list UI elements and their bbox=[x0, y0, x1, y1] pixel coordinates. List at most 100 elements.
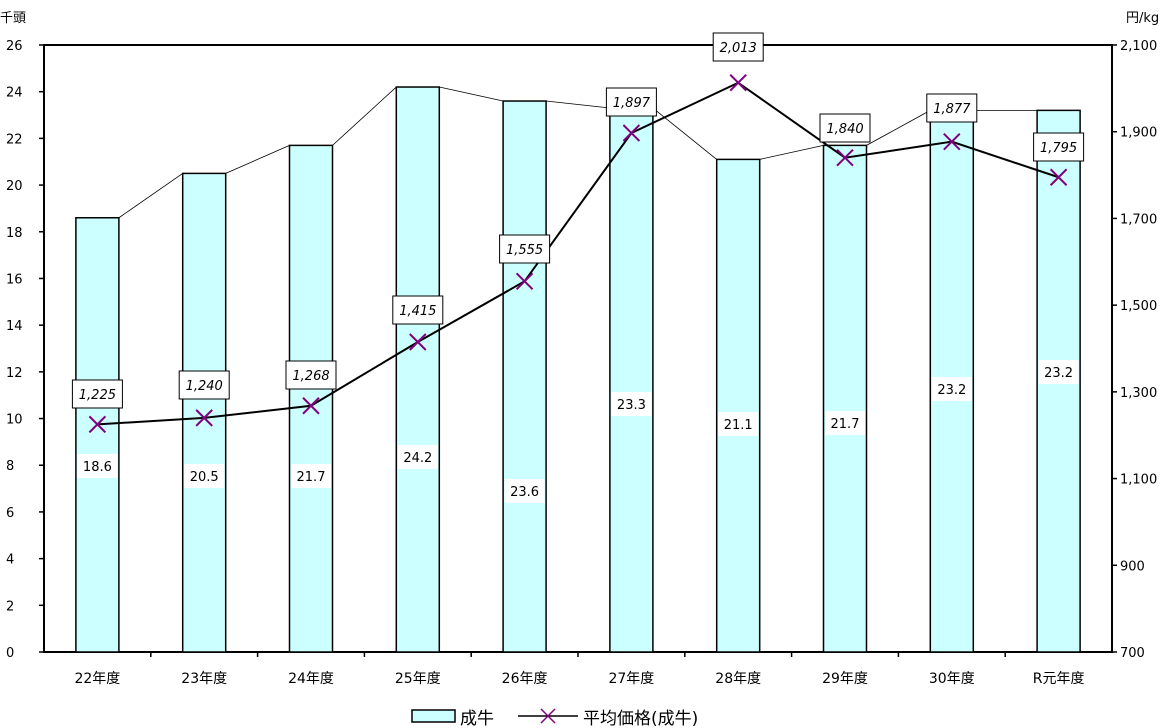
bar-label: 21.1 bbox=[724, 418, 753, 433]
right-tick-label: 1,500 bbox=[1120, 299, 1157, 314]
price-label: 1,840 bbox=[826, 122, 863, 137]
bar-label: 23.6 bbox=[510, 485, 539, 500]
left-tick-label: 24 bbox=[6, 86, 23, 101]
price-marker bbox=[515, 272, 534, 291]
bar bbox=[609, 107, 654, 653]
x-tick-label: 26年度 bbox=[502, 671, 548, 687]
bar bbox=[715, 158, 761, 653]
left-tick-label: 20 bbox=[6, 179, 23, 194]
price-label: 1,897 bbox=[613, 96, 651, 111]
price-label: 1,225 bbox=[79, 388, 116, 403]
price-label: 1,877 bbox=[933, 102, 971, 117]
x-tick-label: 25年度 bbox=[395, 671, 441, 687]
price-marker bbox=[943, 132, 961, 151]
price-label-box bbox=[178, 370, 230, 400]
bar-label-box bbox=[77, 454, 118, 478]
bar-label-box bbox=[397, 445, 438, 469]
legend-bar-swatch bbox=[411, 709, 456, 723]
price-label: 1,555 bbox=[506, 243, 543, 258]
bar bbox=[822, 144, 868, 653]
left-tick-label: 26 bbox=[6, 39, 23, 54]
series-line bbox=[225, 145, 290, 174]
price-label: 1,240 bbox=[186, 379, 223, 394]
bar-label-box bbox=[931, 377, 972, 401]
series-connector-lines bbox=[118, 86, 1038, 219]
bar-label-box bbox=[504, 479, 545, 503]
series-line bbox=[759, 144, 824, 160]
right-tick-label: 1,900 bbox=[1120, 126, 1157, 141]
price-label-box bbox=[819, 113, 871, 143]
left-tick-label: 8 bbox=[6, 459, 14, 474]
bar-label-box bbox=[825, 411, 865, 435]
left-tick-label: 6 bbox=[6, 506, 14, 521]
left-tick-label: 12 bbox=[6, 366, 23, 381]
bar-label: 23.3 bbox=[617, 398, 646, 413]
bar-data-labels: 18.6 20.5 21.7 24.2 23.6 23.3 21.1 21.7 23.2 23.2 bbox=[77, 360, 1079, 503]
series-line bbox=[332, 86, 397, 146]
left-axis-unit: 千頭 bbox=[0, 11, 26, 26]
series-line bbox=[652, 107, 717, 160]
price-label-box bbox=[499, 234, 551, 264]
left-tick-label: 22 bbox=[6, 132, 23, 147]
left-tick-label: 18 bbox=[6, 226, 23, 241]
price-label-box bbox=[712, 32, 764, 62]
x-tick-label: 27年度 bbox=[608, 671, 654, 687]
price-label-box bbox=[605, 87, 657, 117]
price-line bbox=[97, 81, 1059, 426]
legend: 成牛 平均価格(成牛) bbox=[411, 708, 698, 728]
bar bbox=[75, 217, 120, 653]
price-label: 1,268 bbox=[292, 369, 329, 384]
price-marker bbox=[195, 409, 213, 427]
price-marker bbox=[729, 74, 747, 92]
right-tick-label: 1,300 bbox=[1120, 386, 1157, 401]
price-marker bbox=[409, 333, 427, 351]
bar-label: 23.2 bbox=[1044, 366, 1073, 381]
left-tick-label: 16 bbox=[6, 272, 23, 287]
bar-label: 21.7 bbox=[297, 470, 326, 485]
left-tick-label: 14 bbox=[6, 319, 23, 334]
series-line bbox=[866, 110, 931, 146]
x-tick-label: 30年度 bbox=[929, 671, 975, 687]
price-label-box bbox=[926, 93, 978, 123]
price-marker bbox=[622, 124, 641, 142]
bar bbox=[502, 100, 547, 653]
legend-line-label: 平均価格(成牛) bbox=[583, 709, 698, 728]
price-data-labels: 1,225 1,240 1,268 1,415 1,555 1,897 2,013 1,840… bbox=[71, 32, 1085, 409]
price-label-box bbox=[392, 295, 444, 325]
price-line-series bbox=[88, 74, 1068, 434]
left-tick-label: 4 bbox=[6, 553, 14, 568]
right-axis-unit: 円/kg bbox=[1126, 11, 1159, 26]
bar-label-box bbox=[611, 392, 652, 416]
left-tick-label: 10 bbox=[6, 413, 23, 428]
bar-label-box bbox=[718, 412, 759, 436]
price-marker bbox=[1049, 168, 1068, 186]
bar-label: 24.2 bbox=[403, 451, 432, 466]
bar bbox=[395, 86, 441, 653]
x-tick-label: R元年度 bbox=[1033, 671, 1085, 687]
left-tick-label: 0 bbox=[6, 646, 14, 661]
series-line bbox=[546, 100, 610, 109]
right-tick-label: 900 bbox=[1120, 559, 1145, 574]
right-tick-label: 1,700 bbox=[1120, 212, 1157, 227]
series-line bbox=[439, 86, 504, 102]
left-tick-label: 2 bbox=[6, 599, 14, 614]
price-marker bbox=[88, 415, 107, 434]
bar bbox=[288, 144, 334, 653]
x-axis: 22年度 23年度 24年度 25年度 26年度 27年度 28年度 29年度 30年度 R元年度 bbox=[74, 652, 1084, 687]
legend-bar-label: 成牛 bbox=[460, 709, 494, 728]
x-tick-label: 24年度 bbox=[288, 671, 334, 687]
right-tick-label: 1,100 bbox=[1120, 473, 1157, 488]
bar-series bbox=[75, 86, 1081, 653]
series-line bbox=[118, 173, 183, 219]
x-tick-label: 28年度 bbox=[715, 671, 761, 687]
right-tick-label: 2,100 bbox=[1120, 39, 1157, 54]
price-label: 2,013 bbox=[720, 41, 757, 56]
price-label-box bbox=[1033, 132, 1085, 162]
price-marker bbox=[302, 397, 320, 415]
right-y-axis: 700 900 1,100 1,300 1,500 1,700 1,900 2,100 bbox=[1112, 39, 1157, 661]
x-tick-label: 22年度 bbox=[74, 671, 120, 687]
price-label: 1,795 bbox=[1040, 141, 1077, 156]
bar-label: 20.5 bbox=[190, 470, 219, 485]
